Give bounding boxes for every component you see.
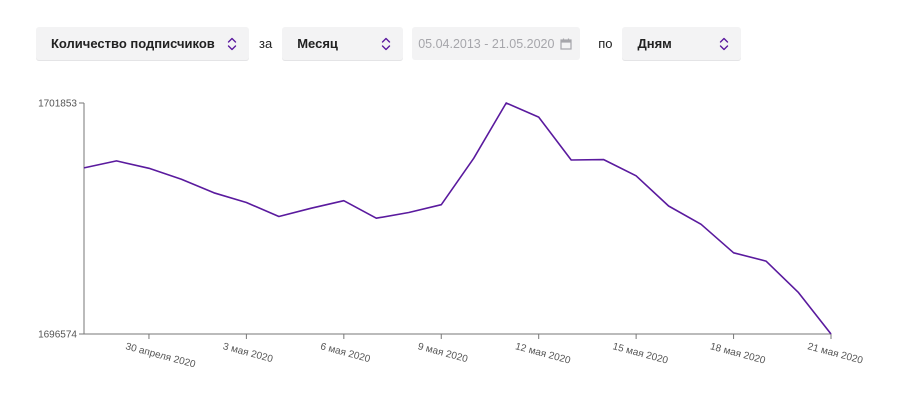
data-point[interactable] [146,165,152,171]
x-axis-ticks: 30 апреля 2020 3 мая 2020 6 мая 2020 9 мая … [124,334,864,371]
data-point[interactable] [211,190,217,196]
data-point[interactable] [243,199,249,205]
x-tick-label: 6 мая 2020 [319,341,372,365]
data-point[interactable] [308,205,314,211]
data-point[interactable] [503,100,509,106]
data-point[interactable] [341,198,347,204]
chevron-up-down-icon [719,36,729,52]
data-point[interactable] [568,157,574,163]
data-point[interactable] [406,210,412,216]
x-tick-label: 30 апреля 2020 [124,341,197,370]
y-tick-label: 1701853 [38,99,77,110]
data-point[interactable] [763,258,769,264]
data-point[interactable] [828,331,834,337]
data-point[interactable] [601,157,607,163]
data-point[interactable] [81,165,87,171]
data-point[interactable] [438,202,444,208]
metric-select-value: Количество подписчиков [51,36,215,51]
series-group [81,100,834,337]
chevron-up-down-icon [381,36,391,52]
period-select-value: Месяц [297,36,338,51]
x-tick-label: 3 мая 2020 [222,341,275,365]
date-range-picker[interactable]: 05.04.2013 - 21.05.2020 [412,27,581,60]
metric-select[interactable]: Количество подписчиков [36,27,249,60]
x-tick-label: 21 мая 2020 [806,341,864,366]
report-controls: Количество подписчиков за Месяц 05.04.20… [36,27,742,60]
data-point[interactable] [276,213,282,219]
data-point[interactable] [178,176,184,182]
data-point[interactable] [633,173,639,179]
grouping-select[interactable]: Дням [622,27,742,60]
calendar-icon [560,38,572,50]
label-for: за [259,36,273,51]
data-point[interactable] [796,290,802,296]
data-point[interactable] [471,155,477,161]
grouping-select-value: Дням [637,36,672,51]
x-tick-label: 9 мая 2020 [416,341,469,365]
label-by: по [598,36,613,51]
y-axis-ticks: 1701853 1696574 [38,99,84,341]
data-point[interactable] [666,203,672,209]
data-point[interactable] [373,215,379,221]
x-tick-label: 15 мая 2020 [611,341,669,366]
x-tick-label: 12 мая 2020 [514,341,572,366]
data-point[interactable] [113,158,119,164]
period-select[interactable]: Месяц [282,27,404,60]
x-tick-label: 18 мая 2020 [709,341,767,366]
date-range-text: 05.04.2013 - 21.05.2020 [418,36,555,51]
data-point[interactable] [536,114,542,120]
data-point[interactable] [698,221,704,227]
data-point[interactable] [731,250,737,256]
series-line [83,102,832,335]
y-tick-label: 1696574 [38,330,77,341]
chevron-up-down-icon [227,36,237,52]
